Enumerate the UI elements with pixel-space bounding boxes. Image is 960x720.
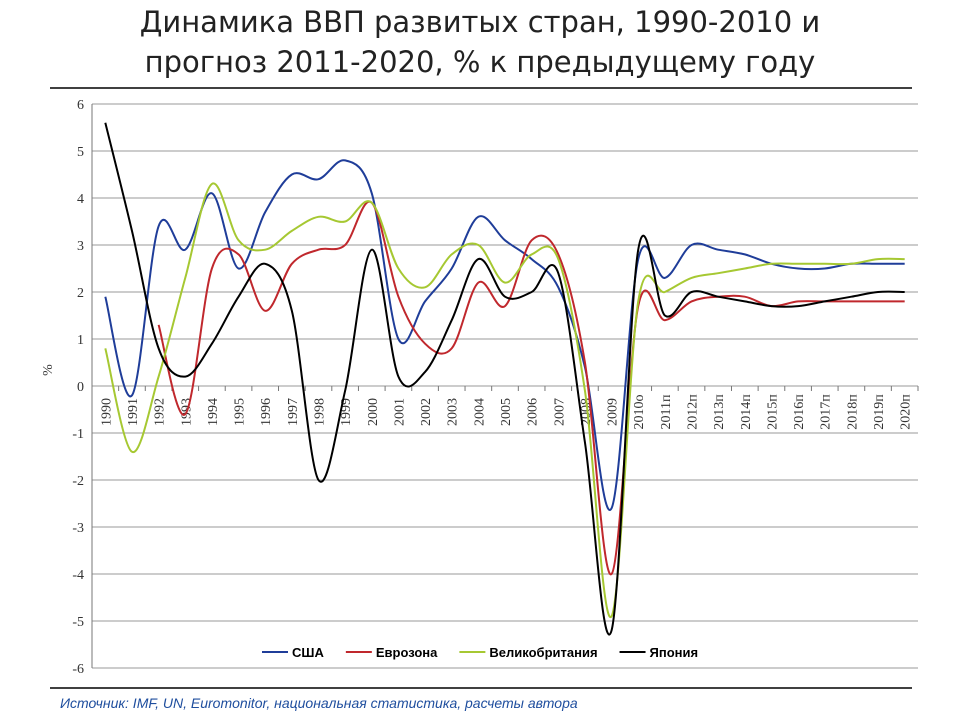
- legend-label: США: [292, 645, 324, 660]
- y-tick-label: -6: [72, 662, 84, 677]
- x-tick-label: 1992: [153, 398, 168, 426]
- series-line: [104, 122, 905, 636]
- series-line: [157, 200, 905, 576]
- y-tick-label: 6: [77, 98, 84, 113]
- series-line: [104, 182, 905, 618]
- legend-label: Япония: [650, 645, 699, 660]
- legend-label: Еврозона: [376, 645, 438, 660]
- x-tick-label: 2006: [526, 398, 541, 426]
- series-line: [104, 159, 905, 511]
- x-tick-label: 2013п: [712, 394, 727, 430]
- x-tick-label: 2000: [366, 398, 381, 426]
- x-tick-label: 1996: [259, 398, 274, 426]
- x-tick-label: 2011п: [659, 394, 674, 429]
- x-tick-label: 1990: [99, 398, 114, 426]
- y-tick-label: 3: [77, 239, 84, 254]
- y-axis-label: %: [41, 364, 56, 376]
- x-tick-label: 2007: [552, 398, 567, 426]
- x-tick-label: 2020п: [899, 394, 914, 430]
- y-tick-label: -4: [72, 568, 84, 583]
- y-tick-label: 5: [77, 145, 84, 160]
- x-tick-label: 2005: [499, 398, 514, 426]
- y-tick-label: -1: [72, 427, 84, 442]
- x-tick-label: 1994: [206, 398, 221, 426]
- x-tick-label: 2018п: [845, 394, 860, 430]
- x-tick-label: 2009: [606, 398, 621, 426]
- x-tick-label: 2014п: [739, 394, 754, 430]
- x-tick-label: 2010о: [632, 395, 647, 430]
- x-tick-label: 2017п: [819, 394, 834, 430]
- x-tick-label: 1995: [233, 398, 248, 426]
- y-tick-label: -5: [72, 615, 84, 630]
- x-tick-label: 2001: [392, 398, 407, 426]
- x-tick-label: 2016п: [792, 394, 807, 430]
- x-tick-label: 2004: [472, 398, 487, 426]
- legend-label: Великобритания: [489, 645, 597, 660]
- y-tick-label: -2: [72, 474, 84, 489]
- x-tick-label: 2015п: [765, 394, 780, 430]
- source: Источник: IMF, UN, Euromonitor, национал…: [60, 695, 578, 711]
- y-tick-label: 4: [77, 192, 84, 207]
- y-tick-label: 1: [77, 333, 84, 348]
- y-tick-label: 0: [77, 380, 84, 395]
- y-tick-label: 2: [77, 286, 84, 301]
- y-tick-label: -3: [72, 521, 84, 536]
- x-tick-label: 1998: [312, 398, 327, 426]
- x-tick-label: 1991: [126, 398, 141, 426]
- x-tick-label: 1997: [286, 398, 301, 426]
- x-tick-label: 2002: [419, 398, 434, 426]
- x-tick-label: 2019п: [872, 394, 887, 430]
- chart-title: Динамика ВВП развитых стран, 1990-2010 и: [140, 5, 821, 39]
- chart-title: прогноз 2011-2020, % к предыдущему году: [145, 45, 816, 79]
- x-tick-label: 2003: [446, 398, 461, 426]
- x-tick-label: 2012п: [686, 394, 701, 430]
